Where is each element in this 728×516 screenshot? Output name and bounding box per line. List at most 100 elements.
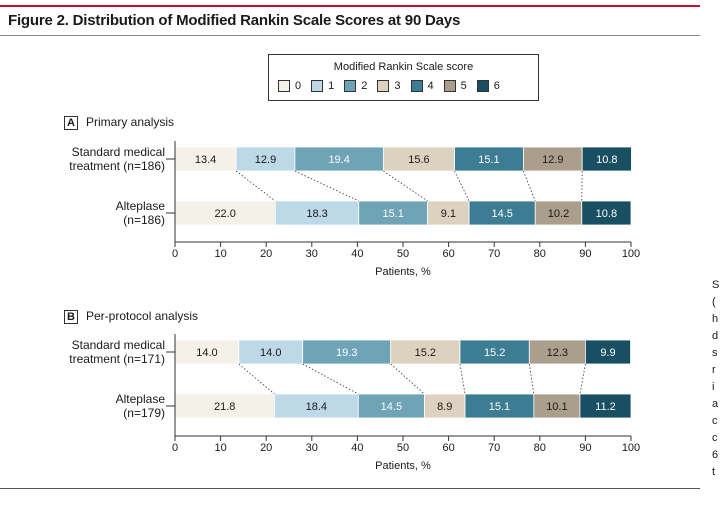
bar-value-label: 18.4 [306, 401, 327, 413]
x-tick-label: 30 [306, 442, 318, 454]
bar-value-label: 15.6 [408, 154, 429, 166]
bar-segment-1 [238, 339, 304, 365]
row-label-line2: treatment (n=171) [69, 352, 165, 366]
connector-line [454, 170, 470, 202]
bar-segment-6 [581, 146, 632, 172]
panel-a-letter: A [64, 116, 78, 130]
x-tick-label: 90 [579, 442, 591, 454]
connector-line [523, 170, 536, 202]
bar-value-label: 15.1 [478, 154, 499, 166]
bottom-rule [0, 488, 700, 489]
bar-value-label: 10.1 [546, 401, 567, 413]
bar-segment-5 [533, 393, 581, 419]
bar-value-label: 8.9 [437, 401, 452, 413]
row-label-line2: (n=179) [123, 406, 165, 420]
bar-segment-3 [427, 200, 470, 226]
x-tick-label: 90 [579, 248, 591, 260]
bar-value-label: 14.5 [491, 208, 512, 220]
bar-value-label: 10.8 [596, 154, 617, 166]
bar-value-label: 14.5 [381, 401, 402, 413]
title-rule [0, 35, 700, 36]
row-label-line2: (n=186) [123, 213, 165, 227]
connector-line [383, 170, 428, 202]
legend-item-0: 0 [278, 80, 301, 92]
connector-line [459, 363, 466, 395]
legend-swatch-1 [311, 80, 324, 92]
bar-value-label: 18.3 [306, 208, 327, 220]
x-tick-label: 30 [306, 248, 318, 260]
figure-title: Figure 2. Distribution of Modified Ranki… [8, 12, 461, 29]
row-label-line2: treatment (n=186) [69, 159, 165, 173]
bar-value-label: 11.2 [595, 401, 616, 413]
x-tick-label: 40 [351, 442, 363, 454]
bar-value-label: 15.1 [382, 208, 403, 220]
legend-item-2: 2 [344, 80, 367, 92]
connector-line [390, 363, 425, 395]
row-label-line1: Standard medical [72, 145, 165, 159]
bar-value-label: 22.0 [214, 208, 235, 220]
bar-segment-4 [459, 339, 530, 365]
x-tick-label: 20 [260, 248, 272, 260]
bar-segment-1 [274, 393, 359, 419]
bar-segment-6 [579, 393, 632, 419]
x-axis-title: Patients, % [375, 266, 431, 278]
bar-segment-3 [382, 146, 455, 172]
legend-item-4: 4 [410, 80, 434, 92]
bar-segment-3 [390, 339, 461, 365]
legend-item-6: 6 [476, 80, 500, 92]
bar-value-label: 12.9 [542, 154, 563, 166]
legend-swatch-6 [476, 80, 489, 92]
legend-label: 1 [328, 80, 335, 92]
x-tick-label: 80 [534, 442, 546, 454]
legend-label: 5 [460, 80, 467, 92]
bar-value-label: 13.4 [195, 154, 216, 166]
bar-value-label: 19.4 [328, 154, 349, 166]
cropped-sidebar-text: S ( h d s r i a c c 6 t [712, 279, 720, 478]
legend-label: 0 [295, 80, 302, 92]
panel-b-letter: B [64, 310, 78, 324]
legend-item-1: 1 [311, 80, 334, 92]
x-tick-label: 50 [397, 248, 409, 260]
bar-segment-5 [522, 146, 583, 172]
bar-segment-5 [528, 339, 586, 365]
legend-swatch-0 [278, 80, 290, 92]
legend-label: 2 [361, 80, 368, 92]
connector-line [294, 170, 359, 202]
bar-value-label: 10.2 [548, 208, 569, 220]
legend-item-5: 5 [443, 80, 467, 92]
x-tick-label: 10 [214, 442, 226, 454]
x-tick-label: 80 [534, 248, 546, 260]
x-tick-label: 0 [172, 442, 178, 454]
row-label-line1: Alteplase [116, 392, 166, 406]
x-tick-label: 70 [488, 442, 500, 454]
x-tick-label: 0 [172, 248, 178, 260]
bar-value-label: 9.9 [600, 347, 615, 359]
bar-segment-2 [358, 200, 429, 226]
bar-segment-6 [585, 339, 631, 365]
panel-a-title: Primary analysis [86, 115, 175, 129]
connector-line [238, 363, 275, 395]
bar-value-label: 15.2 [415, 347, 436, 359]
bar-segment-0 [174, 339, 240, 365]
panel-b-title: Per-protocol analysis [86, 309, 199, 323]
bar-value-label: 12.9 [255, 154, 276, 166]
legend-label: 4 [427, 80, 434, 92]
row-label-line1: Standard medical [72, 338, 165, 352]
top-rule [0, 5, 700, 7]
x-axis-title: Patients, % [375, 460, 431, 472]
row-label-line1: Alteplase [116, 199, 166, 213]
bar-value-label: 14.0 [196, 347, 217, 359]
bar-segment-0 [174, 393, 275, 419]
legend-swatch-3 [377, 80, 390, 92]
legend-label: 3 [394, 80, 401, 92]
legend-swatch-5 [443, 80, 456, 92]
legend: Modified Rankin Scale score 0 1 2 3 4 5 6 [268, 54, 539, 101]
bar-value-label: 10.8 [596, 208, 617, 220]
bar-value-label: 12.3 [547, 347, 568, 359]
connector-line [579, 363, 586, 395]
legend-swatch-4 [410, 80, 423, 92]
bar-value-label: 21.8 [214, 401, 235, 413]
bar-segment-3 [424, 393, 466, 419]
connector-line [302, 363, 359, 395]
